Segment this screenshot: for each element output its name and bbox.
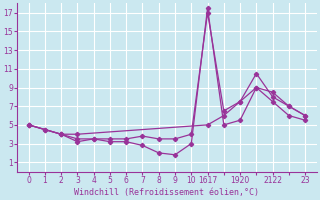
X-axis label: Windchill (Refroidissement éolien,°C): Windchill (Refroidissement éolien,°C) xyxy=(74,188,260,197)
